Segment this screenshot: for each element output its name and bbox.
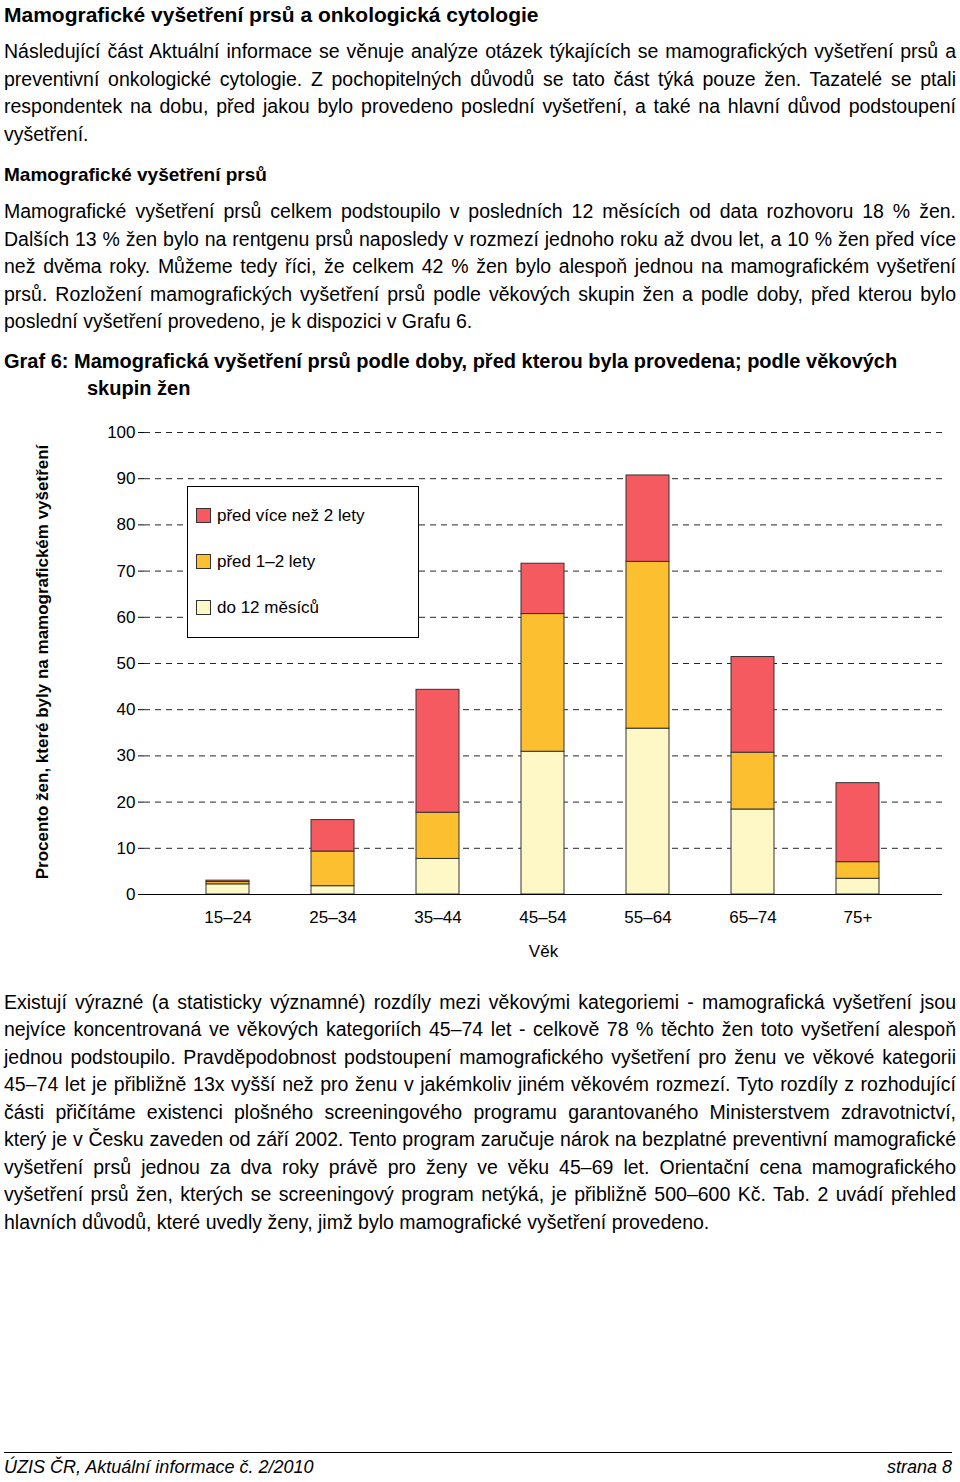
html-text:Graf 6: Mamografická vyšetření: Graf 6: Mamografická vyšetření prsů podl… (4, 349, 898, 399)
svg-text:55–64: 55–64 (624, 907, 671, 926)
html-text:strana 8: strana 8 (887, 1457, 952, 1477)
html-text:ÚZIS ČR, Aktuální informace č.: ÚZIS ČR, Aktuální informace č. 2/2010 (4, 1457, 314, 1477)
svg-text:80: 80 (117, 515, 136, 534)
svg-text:60: 60 (117, 607, 136, 626)
svg-text:40: 40 (117, 700, 136, 719)
svg-text:65–74: 65–74 (729, 907, 776, 926)
svg-text:45–54: 45–54 (519, 907, 566, 926)
html-text:do 12 měsíců: do 12 měsíců (217, 597, 320, 617)
svg-text:35–44: 35–44 (414, 907, 461, 926)
svg-text:75+: 75+ (844, 907, 873, 926)
html-text:Existují výrazné (a statistick: Existují výrazné (a statisticky významné… (4, 990, 956, 1233)
svg-text:90: 90 (117, 469, 136, 488)
svg-text:30: 30 (117, 746, 136, 765)
svg-text:20: 20 (117, 792, 136, 811)
html-text:Procento žen, které byly na ma: Procento žen, které byly na mamografické… (33, 444, 52, 879)
svg-text:15–24: 15–24 (204, 907, 251, 926)
html-text:Mamografické vyšetření prsů ce: Mamografické vyšetření prsů celkem podst… (4, 200, 956, 332)
html-text:Následující část Aktuální info: Následující část Aktuální informace se v… (4, 40, 956, 145)
svg-text:100: 100 (107, 422, 135, 441)
svg-text:0: 0 (126, 884, 135, 903)
svg-text:Věk: Věk (529, 941, 559, 960)
svg-text:70: 70 (117, 561, 136, 580)
svg-text:50: 50 (117, 653, 136, 672)
svg-text:25–34: 25–34 (309, 907, 356, 926)
html-text:Mamografické vyšetření prsů a: Mamografické vyšetření prsů a onkologick… (4, 3, 539, 26)
html-text:Mamografické vyšetření prsů: Mamografické vyšetření prsů (4, 164, 267, 185)
svg-text:10: 10 (117, 838, 136, 857)
html-text:před více než 2 lety: před více než 2 lety (217, 505, 365, 525)
html-text:před 1–2 lety: před 1–2 lety (217, 551, 316, 571)
